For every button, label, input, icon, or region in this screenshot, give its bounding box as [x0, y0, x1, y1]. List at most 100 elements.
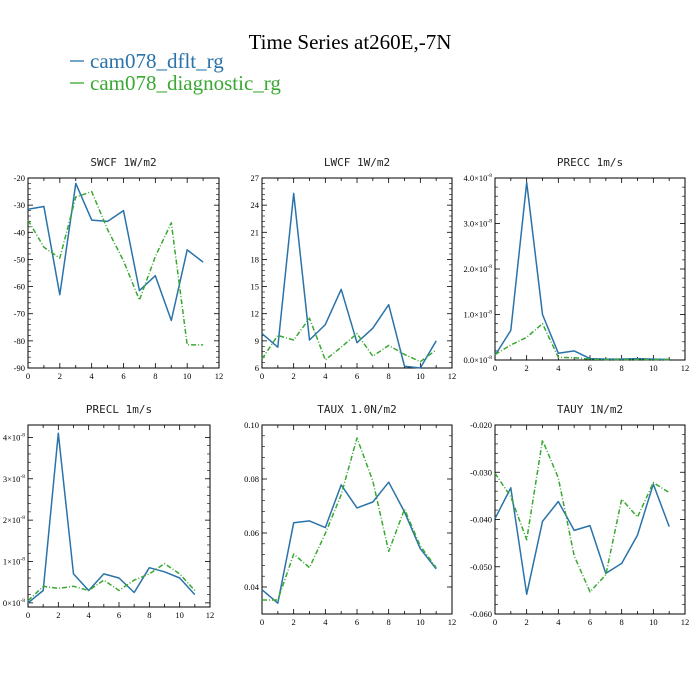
y-tick-label: 27	[251, 173, 260, 183]
x-tick-label: 12	[681, 363, 690, 373]
y-tick-label: 4×10-8	[3, 432, 25, 442]
x-tick-label: 6	[588, 617, 592, 627]
x-tick-label: 0	[260, 371, 264, 381]
y-tick-label: 3×10-8	[3, 474, 25, 484]
y-tick-label: 0.08	[244, 474, 259, 484]
panels: SWCF 1W/m2 0 2 4 6 8 10 12 -90 -80 -70 -60 -50 -40 -30…	[3, 156, 689, 627]
plot-frame	[27, 424, 211, 608]
plot-frame	[494, 177, 686, 361]
y-tick-label: -70	[14, 309, 25, 319]
x-tick-label: 4	[323, 617, 328, 627]
y-tick-label: 0×10-8	[3, 598, 25, 608]
x-tick-label: 8	[620, 617, 624, 627]
y-tick-label: -0.060	[470, 609, 492, 619]
x-tick-label: 4	[90, 371, 95, 381]
x-tick-label: 0	[493, 363, 497, 373]
x-tick-label: 2	[525, 363, 529, 373]
y-tick-label: 3.0×10-8	[463, 219, 492, 229]
series-line-dflt	[261, 481, 437, 604]
y-tick-label: -0.040	[470, 515, 492, 525]
series-line-diagnostic	[261, 317, 437, 363]
panel-title: TAUX 1.0N/m2	[317, 403, 396, 416]
x-tick-label: 2	[292, 371, 296, 381]
x-tick-label: 12	[681, 617, 690, 627]
panel-title: SWCF 1W/m2	[90, 156, 156, 169]
y-tick-label: -40	[14, 227, 25, 237]
series-line-dflt	[27, 182, 204, 322]
x-tick-label: 0	[493, 617, 497, 627]
panel-title: TAUY 1N/m2	[557, 403, 623, 416]
x-tick-label: 10	[175, 610, 184, 620]
x-tick-label: 10	[649, 617, 658, 627]
y-tick-label: -0.030	[470, 467, 492, 477]
figure-title: Time Series at260E,-7N	[249, 30, 452, 54]
x-tick-label: 6	[355, 617, 359, 627]
series-line-diagnostic	[27, 190, 204, 346]
y-tick-label: 2×10-8	[3, 515, 25, 525]
series-line-diagnostic	[494, 322, 670, 361]
x-tick-label: 0	[260, 617, 264, 627]
series-line-diagnostic	[27, 562, 196, 602]
x-tick-label: 4	[87, 610, 92, 620]
x-tick-label: 12	[448, 371, 457, 381]
panel-tauy: TAUY 1N/m2 0 2 4 6 8 10 12 -0.060 -0.050 -0.040 -0.…	[470, 403, 689, 627]
y-tick-label: -80	[14, 336, 25, 346]
x-tick-label: 4	[556, 617, 561, 627]
panel-title: LWCF 1W/m2	[324, 156, 390, 169]
x-tick-label: 2	[292, 617, 296, 627]
x-tick-label: 2	[525, 617, 529, 627]
panel-swcf: SWCF 1W/m2 0 2 4 6 8 10 12 -90 -80 -70 -60 -50 -40 -30…	[14, 156, 224, 381]
series-line-dflt	[494, 483, 670, 595]
y-tick-label: -0.020	[470, 420, 492, 430]
panel-title: PRECC 1m/s	[557, 156, 623, 169]
y-tick-label: -50	[14, 254, 25, 264]
y-tick-label: -30	[14, 200, 25, 210]
x-tick-label: 8	[153, 371, 157, 381]
panel-taux: TAUX 1.0N/m2 0 2 4 6 8 10 12 0.04 0.06 0.08 0.10	[244, 403, 456, 627]
x-tick-label: 8	[147, 610, 151, 620]
y-tick-label: 4.0×10-8	[463, 173, 492, 183]
legend-label-diagnostic: cam078_diagnostic_rg	[90, 71, 281, 95]
x-tick-label: 10	[649, 363, 658, 373]
y-tick-label: 12	[251, 309, 260, 319]
panel-precl: PRECL 1m/s 0 2 4 6 8 10 12 0×10-8 1×10-8 2×10-8 3×1…	[3, 403, 214, 620]
panel-precc: PRECC 1m/s 0 2 4 6 8 10 12 0.0×10-8 1.0×10-8 2.0×1…	[463, 156, 689, 373]
y-tick-label: 2.0×10-8	[463, 264, 492, 274]
x-tick-label: 2	[58, 371, 62, 381]
x-tick-label: 8	[620, 363, 624, 373]
legend: cam078_dflt_rg cam078_diagnostic_rg	[70, 49, 281, 95]
plot-frame	[261, 424, 453, 615]
x-tick-label: 2	[56, 610, 60, 620]
x-tick-label: 6	[355, 371, 359, 381]
y-tick-label: 0.04	[244, 582, 260, 592]
y-tick-label: -20	[14, 173, 25, 183]
x-tick-label: 0	[26, 610, 30, 620]
y-tick-label: -90	[14, 363, 25, 373]
plot-frame	[494, 424, 686, 615]
x-tick-label: 8	[387, 617, 391, 627]
series-line-dflt	[261, 192, 437, 369]
y-tick-label: -60	[14, 282, 25, 292]
y-tick-label: 0.06	[244, 528, 259, 538]
y-tick-label: -0.050	[470, 562, 492, 572]
y-tick-label: 0.0×10-8	[463, 355, 492, 365]
x-tick-label: 10	[416, 371, 425, 381]
x-tick-label: 6	[121, 371, 125, 381]
y-tick-label: 15	[251, 282, 260, 292]
legend-label-dflt: cam078_dflt_rg	[90, 49, 224, 73]
series-line-dflt	[494, 181, 670, 361]
x-tick-label: 4	[323, 371, 328, 381]
panel-title: PRECL 1m/s	[86, 403, 152, 416]
x-tick-label: 10	[416, 617, 425, 627]
x-tick-label: 12	[206, 610, 215, 620]
x-tick-label: 10	[183, 371, 192, 381]
y-tick-label: 6	[255, 363, 259, 373]
y-tick-label: 1.0×10-8	[463, 310, 492, 320]
x-tick-label: 4	[556, 363, 561, 373]
x-tick-label: 6	[117, 610, 121, 620]
y-tick-label: 21	[251, 227, 260, 237]
y-tick-label: 18	[251, 254, 260, 264]
x-tick-label: 8	[387, 371, 391, 381]
series-line-diagnostic	[262, 437, 437, 601]
